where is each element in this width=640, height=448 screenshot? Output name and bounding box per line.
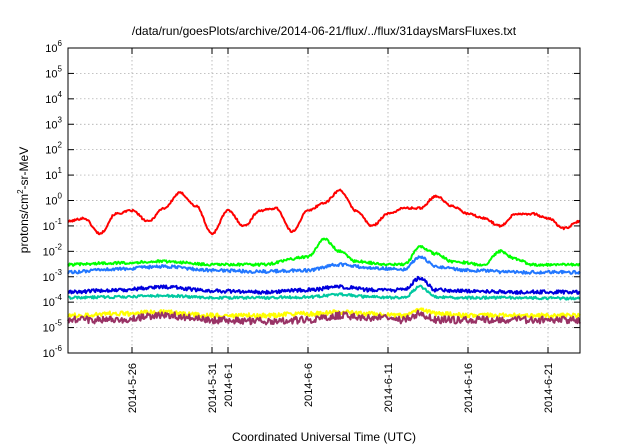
y-tick-base: 10	[43, 348, 55, 360]
y-tick-base: 10	[45, 43, 57, 55]
y-tick-exp: -5	[55, 319, 63, 328]
y-tick-label: 10-3	[43, 268, 63, 284]
y-tick-base: 10	[45, 145, 57, 157]
y-axis: 10-610-510-410-310-210-11001011021031041…	[43, 39, 580, 360]
y-tick-label: 103	[45, 115, 62, 131]
series-line-3	[67, 255, 581, 275]
x-tick-label: 2014-6-16	[463, 363, 475, 413]
y-axis-title: protons/cm2-sr-MeV	[16, 147, 31, 253]
y-tick-label: 10-6	[43, 344, 63, 360]
y-tick-exp: -2	[55, 242, 63, 251]
x-tick-label: 2014-5-31	[207, 363, 219, 413]
y-tick-base: 10	[43, 323, 55, 335]
y-tick-exp: 2	[58, 141, 63, 150]
x-tick-label: 2014-6-21	[543, 363, 555, 413]
series-group	[67, 188, 581, 326]
y-tick-exp: 6	[58, 39, 63, 48]
series-line-7	[67, 309, 581, 326]
y-tick-label: 10-5	[43, 319, 63, 335]
grid	[68, 48, 580, 353]
y-tick-label: 10-1	[43, 217, 63, 233]
y-tick-base: 10	[45, 170, 57, 182]
y-tick-exp: -6	[55, 344, 63, 353]
y-tick-base: 10	[45, 94, 57, 106]
y-tick-exp: -4	[55, 293, 63, 302]
series-line-6	[67, 307, 581, 319]
y-tick-exp: -1	[55, 217, 63, 226]
y-tick-exp: 5	[58, 64, 63, 73]
x-tick-label: 2014-6-11	[383, 363, 395, 412]
y-tick-base: 10	[45, 119, 57, 131]
chart-title: /data/run/goesPlots/archive/2014-06-21/f…	[132, 24, 517, 38]
y-tick-exp: 3	[58, 115, 63, 124]
y-tick-base: 10	[43, 221, 55, 233]
series-line-4	[67, 275, 581, 295]
y-tick-exp: 1	[58, 166, 63, 175]
y-tick-base: 10	[45, 196, 57, 208]
y-tick-exp: 4	[58, 90, 63, 99]
y-tick-label: 106	[45, 39, 62, 55]
series-line-5	[67, 284, 581, 301]
series-line-1	[67, 188, 581, 236]
x-tick-label: 2014-6-6	[303, 363, 315, 407]
y-tick-label: 10-4	[43, 293, 63, 309]
y-axis-title-base: protons/cm	[17, 194, 31, 253]
y-tick-base: 10	[45, 68, 57, 80]
y-tick-label: 102	[45, 141, 62, 157]
y-axis-title-rest: -sr-MeV	[17, 147, 31, 190]
x-axis-title: Coordinated Universal Time (UTC)	[232, 430, 416, 444]
y-tick-exp: -3	[55, 268, 63, 277]
x-tick-label: 2014-6-1	[223, 363, 235, 407]
y-tick-label: 104	[45, 90, 62, 106]
y-tick-label: 10-2	[43, 242, 63, 258]
x-tick-label: 2014-5-26	[127, 363, 139, 413]
y-axis-title-sup: 2	[16, 189, 25, 194]
y-tick-base: 10	[43, 297, 55, 309]
y-tick-base: 10	[43, 272, 55, 284]
x-axis: 2014-5-26 2014-5-31 2014-6-1 2014-6-6 2014-6…	[127, 48, 555, 413]
y-tick-label: 100	[45, 192, 62, 208]
y-tick-base: 10	[43, 246, 55, 258]
series-line-2	[67, 237, 581, 267]
y-tick-label: 105	[45, 64, 62, 80]
y-tick-exp: 0	[58, 192, 63, 201]
y-tick-label: 101	[45, 166, 62, 182]
